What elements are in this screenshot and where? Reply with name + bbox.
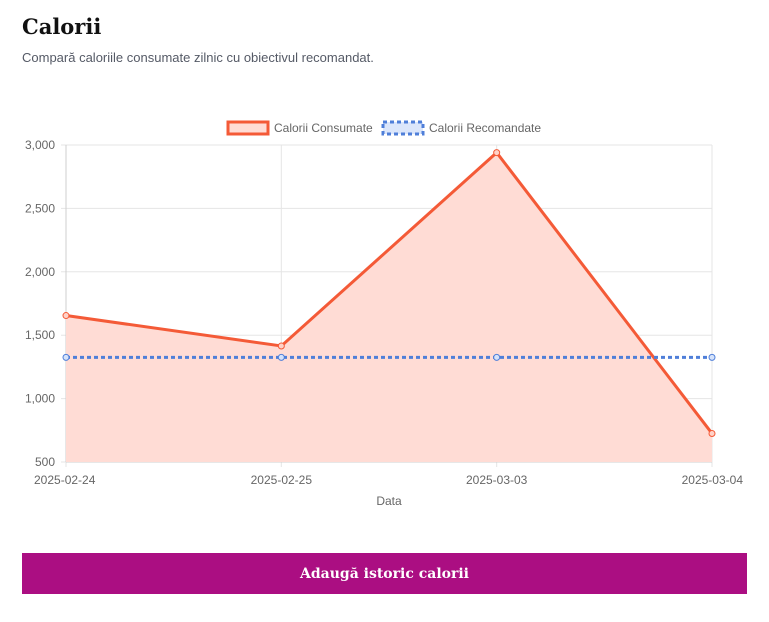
- y-tick-label: 1,500: [25, 328, 55, 342]
- y-tick-label: 2,000: [25, 265, 55, 279]
- consumed-area: [66, 152, 712, 462]
- calories-line-chart: 3,000 2,500 2,000 1,500 1,000 500 2025-02-24 20…: [25, 120, 744, 508]
- y-tick-label: 3,000: [25, 138, 55, 152]
- y-tick-label: 2,500: [25, 201, 55, 215]
- page-title: Calorii: [22, 14, 102, 39]
- consumed-line: [65, 150, 714, 435]
- x-tick-label: 2025-02-24: [34, 473, 96, 487]
- consumed-point: [708, 429, 716, 437]
- consumed-point: [493, 149, 501, 157]
- legend-swatch-consumed: [226, 120, 270, 136]
- legend-label-recommended: Calorii Recomandate: [429, 121, 541, 135]
- x-axis-title: Data: [376, 494, 402, 508]
- page-subtitle: Compară caloriile consumate zilnic cu ob…: [22, 50, 374, 65]
- add-calorie-history-button[interactable]: Adaugă istoric calorii: [22, 553, 747, 594]
- consumed-point: [62, 312, 70, 320]
- y-tick-label: 500: [35, 455, 55, 469]
- recommended-point: [493, 353, 501, 361]
- recommended-point: [62, 353, 70, 361]
- x-tick-label: 2025-02-25: [251, 473, 313, 487]
- x-tick-label: 2025-03-04: [682, 473, 744, 487]
- y-tick-label: 1,000: [25, 392, 55, 406]
- recommended-point: [708, 353, 716, 361]
- legend-label-consumed: Calorii Consumate: [274, 121, 373, 135]
- recommended-point: [277, 353, 285, 361]
- x-tick-label: 2025-03-03: [466, 473, 528, 487]
- calories-chart: 3,000 2,500 2,000 1,500 1,000 500 2025-02-24 20…: [0, 110, 769, 520]
- consumed-point: [277, 342, 285, 350]
- legend-swatch-recommended: [381, 120, 425, 136]
